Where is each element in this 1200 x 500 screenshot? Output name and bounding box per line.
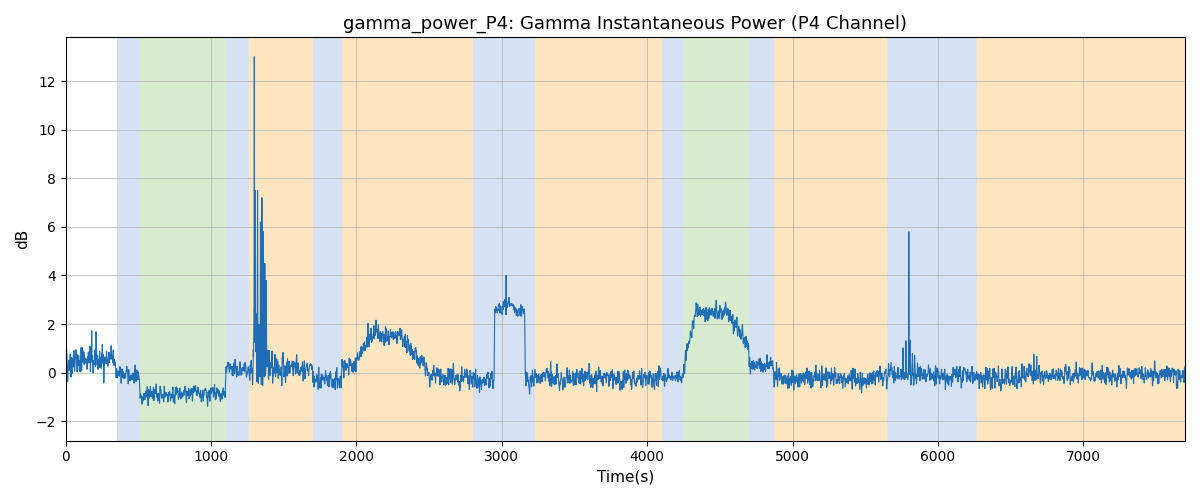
- Bar: [535, 38, 661, 440]
- Bar: [749, 38, 774, 440]
- Bar: [116, 38, 139, 440]
- Bar: [248, 38, 313, 440]
- Bar: [684, 38, 749, 440]
- Bar: [473, 38, 535, 440]
- Bar: [774, 38, 887, 440]
- Y-axis label: dB: dB: [16, 229, 30, 249]
- Bar: [661, 38, 684, 440]
- Bar: [1025, 38, 1186, 440]
- Bar: [313, 38, 342, 440]
- Bar: [977, 38, 1025, 440]
- Bar: [226, 38, 248, 440]
- X-axis label: Time(s): Time(s): [596, 470, 654, 485]
- Bar: [342, 38, 473, 440]
- Bar: [139, 38, 226, 440]
- Title: gamma_power_P4: Gamma Instantaneous Power (P4 Channel): gamma_power_P4: Gamma Instantaneous Powe…: [343, 15, 907, 34]
- Bar: [887, 38, 977, 440]
